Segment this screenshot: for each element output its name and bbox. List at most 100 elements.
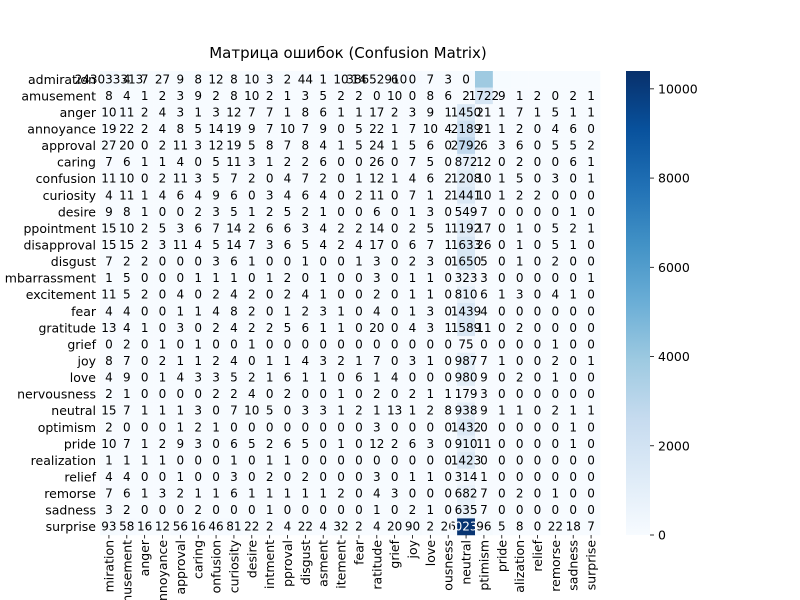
cell-value: 4 xyxy=(194,188,202,202)
heatmap-cells xyxy=(100,71,601,536)
heatmap-cell xyxy=(403,269,422,287)
heatmap-cell xyxy=(367,120,387,138)
cell-value: 0 xyxy=(498,255,506,269)
cell-value: 4 xyxy=(230,354,238,368)
cell-value: 0 xyxy=(534,321,542,335)
heatmap-cell xyxy=(546,319,565,337)
heatmap-cell xyxy=(510,352,529,370)
heatmap-cell xyxy=(207,402,226,420)
cell-value: 7 xyxy=(302,122,310,136)
x-tick-label: pride xyxy=(494,540,509,572)
heatmap-cell xyxy=(403,286,422,304)
x-tick-label: surprise xyxy=(584,540,599,591)
heatmap-cell xyxy=(171,269,190,287)
heatmap-cell xyxy=(474,220,494,237)
cell-value: 0 xyxy=(159,304,167,318)
heatmap-cell xyxy=(385,435,404,453)
heatmap-cell xyxy=(117,336,137,353)
y-tick-label: mbarrassment xyxy=(5,271,96,286)
cell-value: 0 xyxy=(569,337,577,351)
cell-value: 0 xyxy=(569,172,577,186)
y-tick-label: fear xyxy=(71,304,97,319)
cell-value: 11 xyxy=(173,172,188,186)
heatmap-cell xyxy=(474,269,494,287)
heatmap-cell xyxy=(474,104,494,122)
heatmap-cell xyxy=(296,137,315,155)
y-tick-label: relief xyxy=(64,469,96,484)
heatmap-cell xyxy=(510,186,529,204)
cell-value: 0 xyxy=(391,271,399,285)
cell-value: 314 xyxy=(455,470,478,484)
cell-value: 0 xyxy=(391,470,399,484)
heatmap-cell xyxy=(546,104,565,122)
heatmap-cell xyxy=(492,186,512,204)
heatmap-cell xyxy=(135,137,154,155)
cell-value: 0 xyxy=(141,387,149,401)
x-tick-label: desire xyxy=(244,540,259,578)
heatmap-cell xyxy=(474,71,494,88)
heatmap-cell xyxy=(117,170,137,188)
cell-value: 0 xyxy=(569,470,577,484)
cell-value: 0 xyxy=(444,453,452,467)
cell-value: 0 xyxy=(409,487,417,501)
heatmap-cell xyxy=(100,170,119,188)
heatmap-cell xyxy=(153,269,172,287)
heatmap-cell xyxy=(385,236,404,254)
heatmap-cell xyxy=(242,286,262,304)
x-tick-label: disgust xyxy=(298,540,313,585)
heatmap-cell xyxy=(332,435,351,453)
heatmap-cell xyxy=(439,501,458,519)
heatmap-cell xyxy=(439,186,458,204)
cell-value: 0 xyxy=(266,420,274,434)
cell-value: 2 xyxy=(337,487,345,501)
y-tick-label: surprise xyxy=(46,519,97,534)
cell-value: 1 xyxy=(444,238,452,252)
cell-value: 1 xyxy=(516,255,524,269)
cell-value: 6 xyxy=(409,437,417,451)
cell-value: 1 xyxy=(391,139,399,153)
cell-value: 4 xyxy=(177,371,185,385)
heatmap-cell xyxy=(546,186,565,204)
heatmap-cell xyxy=(528,435,547,453)
heatmap-cell xyxy=(207,120,226,138)
cell-value: 0 xyxy=(569,188,577,202)
colorbar-tick-label: 6000 xyxy=(658,260,690,275)
cell-value: 0 xyxy=(534,387,542,401)
cell-value: 1 xyxy=(337,105,345,119)
cell-value: 4 xyxy=(177,155,185,169)
cell-value: 1 xyxy=(141,437,149,451)
heatmap-cell xyxy=(564,87,583,105)
cell-value: 5 xyxy=(427,155,435,169)
cell-value: 5 xyxy=(248,437,256,451)
cell-value: 1 xyxy=(391,172,399,186)
heatmap-cell xyxy=(278,153,297,171)
heatmap-cell xyxy=(367,236,387,254)
heatmap-cell xyxy=(314,302,333,320)
heatmap-cell xyxy=(421,170,440,188)
heatmap-cell xyxy=(528,153,547,171)
y-tick-label: annoyance xyxy=(27,121,96,136)
cell-value: 2 xyxy=(248,172,256,186)
cell-value: 5 xyxy=(123,288,131,302)
heatmap-cell xyxy=(439,518,458,536)
x-tick-label: love xyxy=(423,540,438,567)
heatmap-cell xyxy=(528,468,547,486)
cell-value: 9 xyxy=(105,205,113,219)
heatmap-cell xyxy=(421,253,440,271)
cell-value: 0 xyxy=(534,470,542,484)
cell-value: 2 xyxy=(212,387,220,401)
cell-value: 1 xyxy=(319,288,327,302)
heatmap-cell xyxy=(510,369,529,387)
cell-value: 1650 xyxy=(451,255,482,269)
heatmap-cell xyxy=(207,485,226,503)
cell-value: 0 xyxy=(194,470,202,484)
heatmap-cell xyxy=(100,220,119,237)
heatmap-cell xyxy=(153,203,172,221)
heatmap-cell xyxy=(367,203,387,221)
cell-value: 0 xyxy=(337,205,345,219)
heatmap-cell xyxy=(474,153,494,171)
cell-value: 2 xyxy=(516,122,524,136)
cell-value: 0 xyxy=(337,188,345,202)
heatmap-cell xyxy=(260,385,279,403)
cell-value: 6 xyxy=(230,437,238,451)
